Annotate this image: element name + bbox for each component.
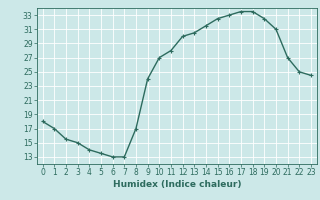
X-axis label: Humidex (Indice chaleur): Humidex (Indice chaleur) bbox=[113, 180, 241, 189]
